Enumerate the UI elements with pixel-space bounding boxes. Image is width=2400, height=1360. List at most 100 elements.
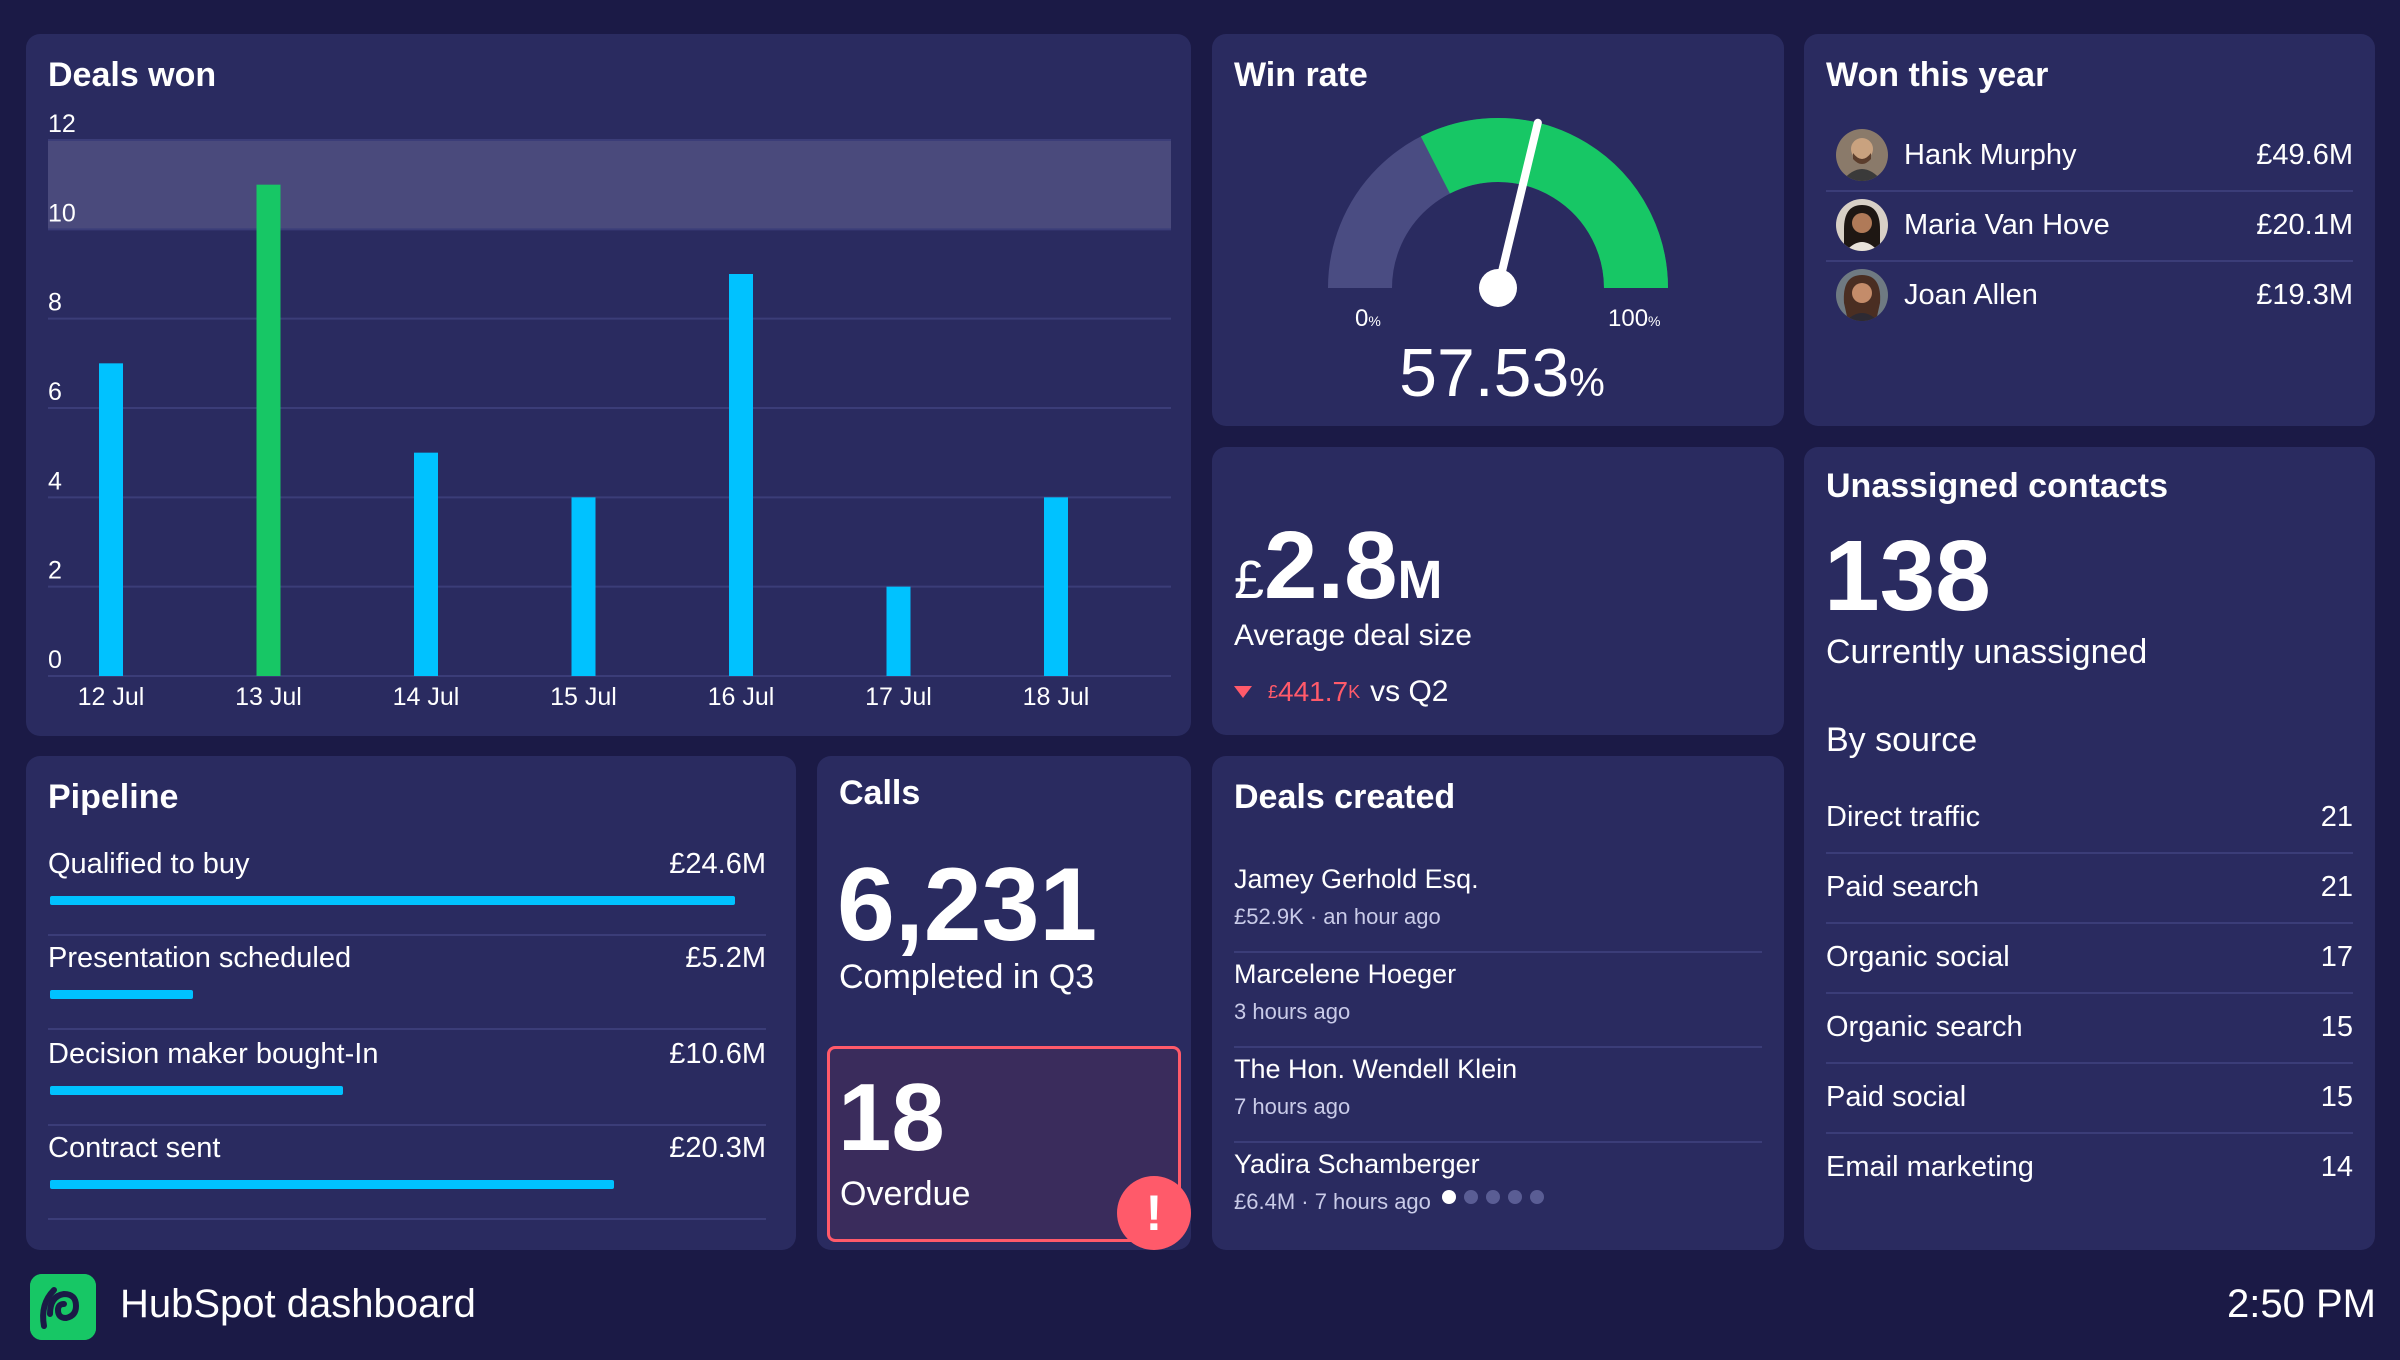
overdue-label: Overdue [840,1175,971,1213]
avatar [1836,199,1888,251]
source-row[interactable]: Paid social 15 [1826,1062,2353,1134]
by-source-label: By source [1826,721,1978,759]
deals-won-card: Deals won 0 2 4 6 8 10 12 12 Jul 13 Jul 14 Jul 15 … [26,34,1191,736]
source-row[interactable]: Organic social 17 [1826,922,2353,994]
pipeline-stage-bar [50,896,736,905]
x-tick-label: 14 Jul [393,683,460,711]
deal-name: The Hon. Wendell Klein [1234,1054,1518,1084]
pipeline-stage[interactable]: Presentation scheduled £5.2M [48,934,766,1030]
won-name: Maria Van Hove [1904,208,2110,241]
y-tick-label: 0 [48,646,62,674]
source-name: Organic search [1826,1010,2023,1043]
average-deal-label: Average deal size [1234,619,1472,652]
deals-created-card: Deals created Jamey Gerhold Esq. £52.9K … [1212,756,1784,1250]
deal-name: Jamey Gerhold Esq. [1234,864,1479,894]
bar [256,184,281,676]
calls-count: 6,231 [837,847,1098,963]
pipeline-stage-value: £20.3M [669,1132,766,1164]
target-band [48,140,1171,230]
won-name: Hank Murphy [1904,138,2077,171]
bar [571,497,596,676]
deal-meta: 3 hours ago [1234,999,1351,1024]
dashboard-title: HubSpot dashboard [120,1282,476,1326]
won-row[interactable]: Joan Allen £19.3M [1826,260,2353,330]
bar [1044,497,1068,676]
pipeline-stage[interactable]: Decision maker bought-In £10.6M [48,1030,766,1126]
source-count: 21 [2320,870,2353,903]
unassigned-count: 138 [1824,520,1991,632]
pipeline-stage-value: £5.2M [685,942,766,974]
pipeline-card: Pipeline Qualified to buy £24.6M Present… [26,756,796,1250]
deal-meta: £6.4M · 7 hours ago [1234,1189,1431,1214]
source-name: Paid social [1826,1080,1967,1113]
source-row[interactable]: Organic search 15 [1826,992,2353,1064]
x-tick-label: 18 Jul [1023,683,1090,711]
gauge-max-label: 100% [1608,305,1661,332]
source-name: Direct traffic [1826,800,1981,833]
win-rate-gauge: 0% 100% 57.53% [1328,118,1668,411]
bar [99,363,123,676]
deals-won-chart: 0 2 4 6 8 10 12 12 Jul 13 Jul 14 Jul 15 Jul 16 Jul 1… [48,110,1171,711]
pipeline-stage[interactable]: Contract sent £20.3M [48,1124,766,1220]
deals-won-title: Deals won [48,56,217,94]
source-name: Paid search [1826,870,1980,903]
avatar [1836,269,1888,321]
pager-dot[interactable] [1486,1190,1500,1204]
won-this-year-card: Won this year Hank Murphy £49.6M Maria V… [1804,34,2375,426]
source-row[interactable]: Email marketing 14 [1826,1132,2353,1202]
pipeline-stage-bar [50,1086,343,1095]
win-rate-card: Win rate 0% 100% 57.53% [1212,34,1784,426]
deal-item[interactable]: The Hon. Wendell Klein 7 hours ago [1234,1046,1762,1143]
win-rate-value: 57.53% [1399,335,1605,411]
pipeline-stage-bar [50,1180,615,1189]
won-row[interactable]: Hank Murphy £49.6M [1826,120,2353,192]
calls-title: Calls [839,774,921,812]
calls-label: Completed in Q3 [839,958,1095,996]
triangle-down-icon [1234,686,1252,698]
deal-name: Marcelene Hoeger [1234,959,1457,989]
deal-item[interactable]: Jamey Gerhold Esq. £52.9K · an hour ago [1234,856,1762,953]
pager-dot[interactable] [1530,1190,1544,1204]
x-tick-label: 12 Jul [78,683,145,711]
deals-created-title: Deals created [1234,778,1456,816]
pager-dot[interactable] [1464,1190,1478,1204]
y-tick-label: 10 [48,199,76,227]
alert-icon[interactable]: ! [1117,1176,1191,1250]
overdue-count: 18 [838,1064,945,1171]
bar [729,274,753,676]
pipeline-stage-label: Decision maker bought-In [48,1038,379,1070]
unassigned-contacts-card: Unassigned contacts 138 Currently unassi… [1804,447,2375,1250]
unassigned-title: Unassigned contacts [1826,467,2168,505]
won-this-year-title: Won this year [1826,56,2049,94]
deal-name: Yadira Schamberger [1234,1149,1480,1179]
source-name: Organic social [1826,940,2010,973]
source-count: 15 [2320,1010,2353,1043]
source-count: 15 [2320,1080,2353,1113]
pipeline-stage[interactable]: Qualified to buy £24.6M [48,840,766,936]
pipeline-stage-label: Presentation scheduled [48,942,352,974]
calls-card: Calls 6,231 Completed in Q3 18 Overdue ! [817,756,1191,1250]
pager-dot[interactable] [1442,1190,1456,1204]
hubspot-logo-icon [30,1274,96,1340]
pager-dot[interactable] [1508,1190,1522,1204]
y-tick-label: 8 [48,289,62,317]
won-value: £20.1M [2256,208,2353,241]
deal-item[interactable]: Marcelene Hoeger 3 hours ago [1234,951,1762,1048]
deal-meta: £52.9K · an hour ago [1234,904,1441,929]
gauge-target-arc [1420,118,1668,289]
y-tick-label: 4 [48,467,62,495]
source-row[interactable]: Paid search 21 [1826,852,2353,924]
bar [414,452,438,676]
gauge-needle-hub [1479,269,1517,307]
source-count: 17 [2320,940,2353,973]
deal-item[interactable]: Yadira Schamberger £6.4M · 7 hours ago [1234,1141,1762,1236]
source-name: Email marketing [1826,1150,2034,1183]
y-tick-label: 6 [48,378,62,406]
clock-time: 2:50 PM [2227,1282,2376,1326]
won-row[interactable]: Maria Van Hove £20.1M [1826,190,2353,262]
average-deal-value: £2.8M [1234,512,1443,619]
x-tick-label: 17 Jul [865,683,932,711]
pager-dots[interactable] [1442,1190,1544,1204]
source-row[interactable]: Direct traffic 21 [1826,782,2353,854]
